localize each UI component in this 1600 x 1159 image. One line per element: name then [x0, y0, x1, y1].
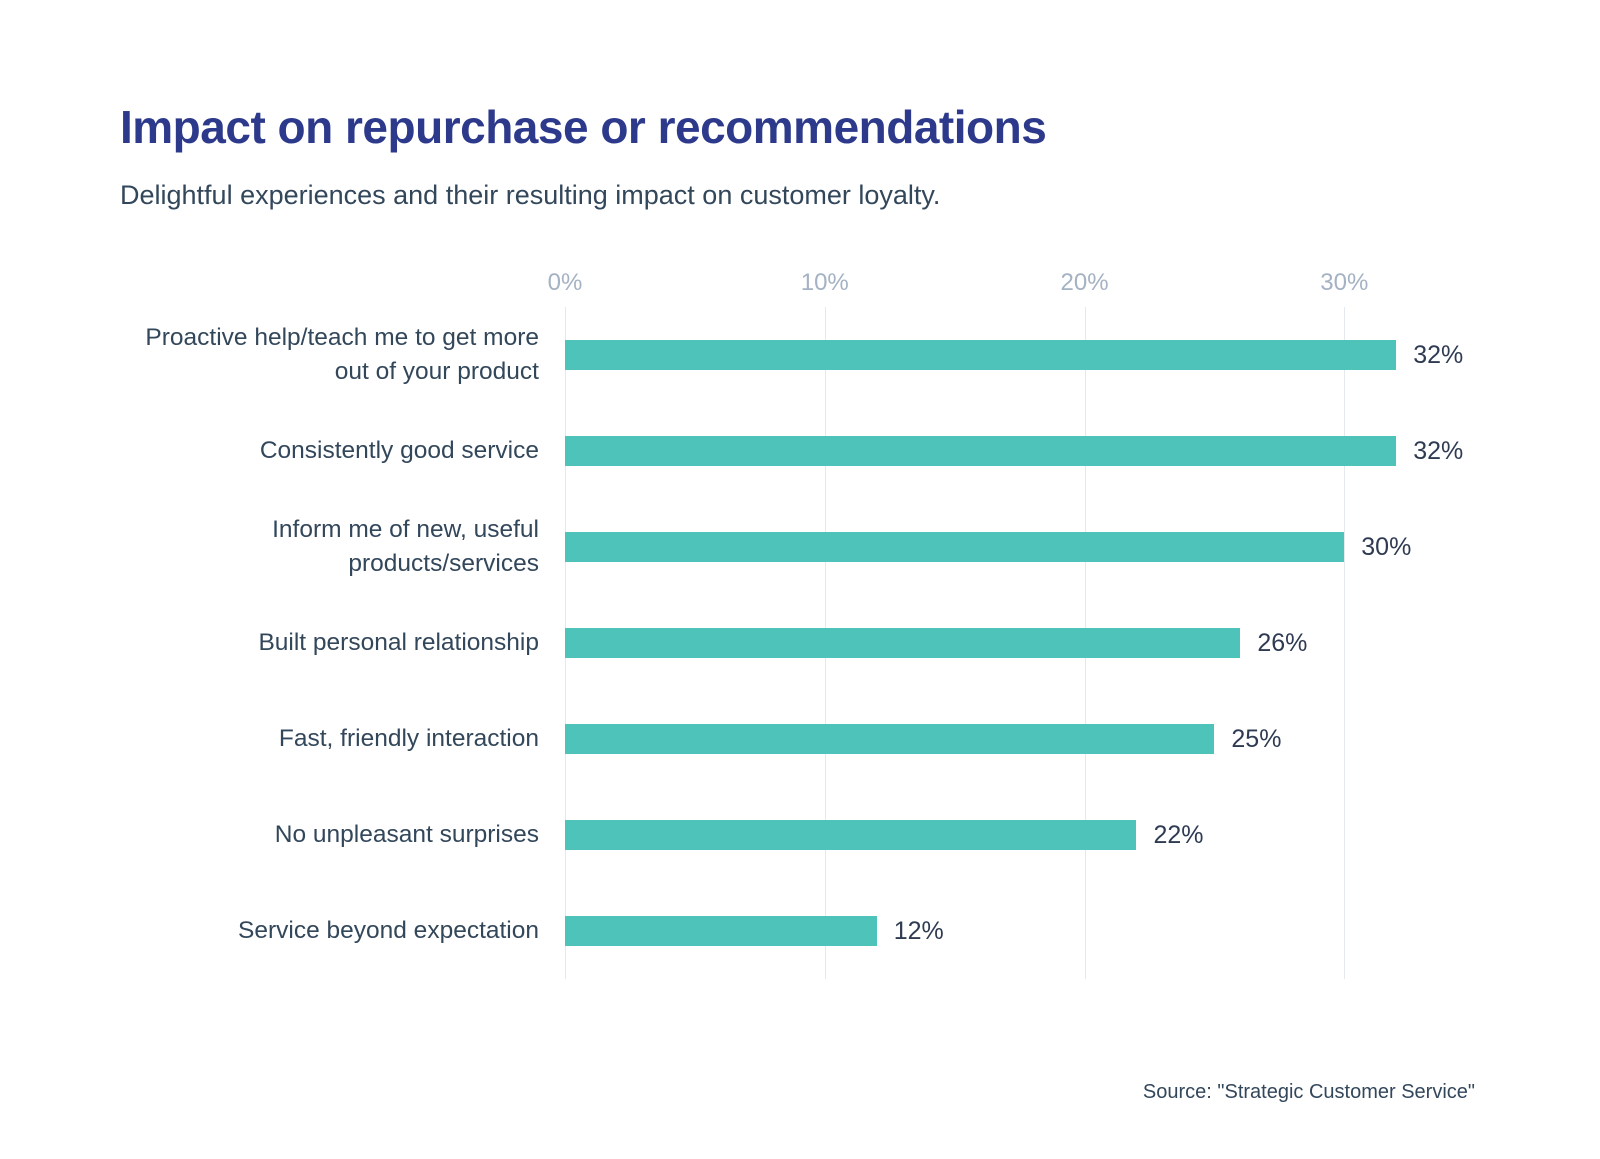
value-label: 25%	[1231, 724, 1282, 753]
value-label: 32%	[1413, 340, 1464, 369]
category-label: Fast, friendly interaction	[278, 724, 539, 752]
chart-row: Inform me of new, useful products/servic…	[120, 499, 1480, 595]
bar	[565, 724, 1215, 754]
axis-tick-label: 20%	[1060, 269, 1109, 296]
bar	[565, 436, 1397, 466]
source-note: Source: "Strategic Customer Service"	[1142, 1081, 1475, 1103]
category-label: No unpleasant surprises	[274, 820, 539, 848]
chart-rows: Proactive help/teach me to get more out …	[120, 307, 1480, 979]
value-label: 30%	[1361, 532, 1412, 561]
chart-row: Service beyond expectation 12%	[120, 883, 1480, 979]
value-label: 26%	[1257, 628, 1308, 657]
chart-content: Impact on repurchase or recommendations …	[120, 101, 1480, 979]
page-title: Impact on repurchase or recommendations	[120, 101, 1047, 153]
bar-area: 30%	[565, 532, 1430, 562]
category-label: Service beyond expectation	[238, 916, 539, 944]
chart-row: Proactive help/teach me to get more out …	[120, 307, 1480, 403]
chart-row: Built personal relationship 26%	[120, 595, 1480, 691]
bar	[565, 820, 1137, 850]
chart-row: No unpleasant surprises 22%	[120, 787, 1480, 883]
category-label: Inform me of new, useful products/servic…	[272, 515, 539, 577]
value-label: 32%	[1413, 436, 1464, 465]
value-label: 12%	[893, 916, 944, 945]
category-label: Built personal relationship	[258, 628, 539, 656]
chart-row: Fast, friendly interaction 25%	[120, 691, 1480, 787]
category-label: Proactive help/teach me to get more out …	[145, 323, 539, 385]
bar	[565, 340, 1397, 370]
bar-area: 32%	[565, 436, 1463, 466]
bar	[565, 532, 1345, 562]
chart-row: Consistently good service 32%	[120, 403, 1480, 499]
page-subtitle: Delightful experiences and their resulti…	[120, 180, 941, 210]
chart-plot-area: Proactive help/teach me to get more out …	[120, 307, 1480, 979]
bar-area: 22%	[565, 820, 1430, 850]
category-label: Consistently good service	[259, 436, 539, 464]
bar	[565, 628, 1241, 658]
axis-tick-label: 0%	[547, 269, 583, 296]
bar-area: 25%	[565, 724, 1430, 754]
value-label: 22%	[1153, 820, 1204, 849]
x-axis-ticks: 0% 10% 20% 30%	[548, 269, 1430, 303]
bar	[565, 916, 877, 946]
axis-tick-label: 10%	[800, 269, 849, 296]
bar-area: 32%	[565, 340, 1463, 370]
bar-area: 26%	[565, 628, 1430, 658]
bar-chart: 0% 10% 20% 30% Proactive help/teach me to g…	[120, 269, 1480, 979]
axis-tick-label: 30%	[1320, 269, 1369, 296]
bar-area: 12%	[565, 916, 1430, 946]
